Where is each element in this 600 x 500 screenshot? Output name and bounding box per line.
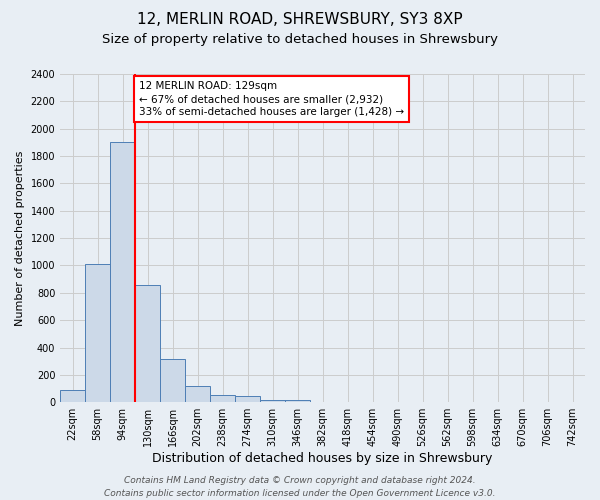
Bar [210,394,235,402]
Bar [110,142,135,402]
Bar [85,264,110,402]
Bar [160,359,185,402]
Text: Size of property relative to detached houses in Shrewsbury: Size of property relative to detached ho… [102,32,498,46]
Bar [285,400,310,402]
X-axis label: Distribution of detached houses by size in Shrewsbury: Distribution of detached houses by size … [152,452,493,465]
Bar [185,386,210,402]
Text: 12 MERLIN ROAD: 129sqm
← 67% of detached houses are smaller (2,932)
33% of semi-: 12 MERLIN ROAD: 129sqm ← 67% of detached… [139,81,404,117]
Text: Contains HM Land Registry data © Crown copyright and database right 2024.
Contai: Contains HM Land Registry data © Crown c… [104,476,496,498]
Bar [135,286,160,402]
Bar [235,396,260,402]
Bar [60,390,85,402]
Y-axis label: Number of detached properties: Number of detached properties [15,150,25,326]
Text: 12, MERLIN ROAD, SHREWSBURY, SY3 8XP: 12, MERLIN ROAD, SHREWSBURY, SY3 8XP [137,12,463,28]
Bar [260,400,285,402]
